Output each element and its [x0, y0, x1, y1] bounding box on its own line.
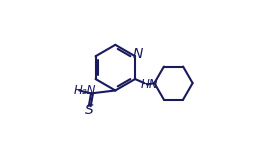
- Text: S: S: [85, 103, 93, 117]
- Text: H₂N: H₂N: [73, 84, 96, 97]
- Text: N: N: [132, 47, 143, 61]
- Text: HN: HN: [141, 78, 159, 91]
